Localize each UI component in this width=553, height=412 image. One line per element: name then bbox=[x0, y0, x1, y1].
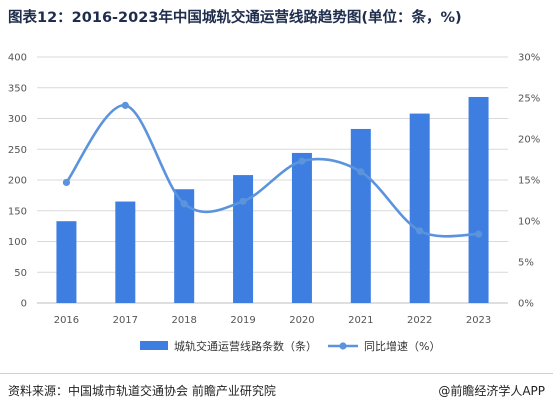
left-axis-tick-label: 350 bbox=[8, 83, 27, 94]
right-axis-tick-label: 10% bbox=[518, 217, 540, 228]
x-axis-tick-label: 2023 bbox=[466, 315, 491, 326]
bar bbox=[468, 96, 489, 303]
legend: 城轨交通运营线路条数（条） 同比增速（%） bbox=[140, 339, 440, 353]
line-point bbox=[416, 227, 424, 235]
legend-swatch-bar bbox=[140, 341, 168, 350]
line-point bbox=[121, 101, 129, 109]
line-point bbox=[474, 230, 483, 238]
left-axis-tick-label: 200 bbox=[8, 176, 27, 187]
x-axis-tick-label: 2019 bbox=[230, 315, 255, 326]
right-axis-tick-label: 15% bbox=[518, 176, 540, 187]
bar bbox=[56, 221, 77, 303]
footer-divider bbox=[0, 373, 553, 374]
legend-swatch-point bbox=[339, 342, 347, 350]
right-axis-tick-label: 30% bbox=[518, 53, 540, 64]
x-axis-tick-label: 2020 bbox=[289, 315, 314, 326]
right-axis-ticks: 0% 5% 10% 15% 20% 25% 30% bbox=[518, 53, 540, 310]
line-point bbox=[180, 200, 188, 208]
x-axis-ticks: 2016 2017 2018 2019 2020 2021 2022 2023 bbox=[54, 315, 492, 326]
left-axis-tick-label: 400 bbox=[8, 53, 27, 64]
bar bbox=[350, 128, 371, 303]
left-axis-tick-label: 0 bbox=[21, 299, 27, 310]
bar bbox=[233, 175, 254, 303]
bar-series bbox=[56, 96, 489, 303]
x-axis-tick-label: 2021 bbox=[348, 315, 373, 326]
right-axis-tick-label: 25% bbox=[518, 94, 540, 105]
line-point bbox=[298, 157, 306, 165]
left-axis-tick-label: 300 bbox=[8, 114, 27, 125]
chart-title: 图表12：2016-2023年中国城轨交通运营线路趋势图(单位：条，%) bbox=[8, 10, 462, 26]
right-axis-tick-label: 5% bbox=[518, 258, 534, 269]
credit-note: @前瞻经济学人APP bbox=[438, 384, 545, 398]
legend-label-line: 同比增速（%） bbox=[364, 339, 440, 353]
x-axis-tick-label: 2016 bbox=[54, 315, 79, 326]
left-axis-tick-label: 150 bbox=[8, 206, 27, 217]
bar bbox=[115, 201, 136, 303]
right-axis-tick-label: 0% bbox=[518, 299, 534, 310]
line-point bbox=[239, 197, 247, 205]
left-axis-tick-label: 50 bbox=[14, 268, 27, 279]
left-axis-ticks: 0 50 100 150 200 250 300 350 400 bbox=[8, 53, 27, 310]
bar bbox=[174, 189, 195, 303]
line-series bbox=[62, 101, 483, 238]
line-point bbox=[62, 178, 71, 187]
x-axis-tick-label: 2022 bbox=[407, 315, 432, 326]
bar bbox=[409, 113, 430, 303]
source-note: 资料来源：中国城市轨道交通协会 前瞻产业研究院 bbox=[8, 384, 276, 398]
left-axis-tick-label: 100 bbox=[8, 237, 27, 248]
right-axis-tick-label: 20% bbox=[518, 135, 540, 146]
left-axis-tick-label: 250 bbox=[8, 145, 27, 156]
bar bbox=[291, 152, 312, 303]
combo-chart: 0 50 100 150 200 250 300 350 400 0% 5% 10% 15% 20% 25… bbox=[8, 53, 540, 354]
legend-label-bar: 城轨交通运营线路条数（条） bbox=[174, 339, 317, 353]
line-point bbox=[357, 168, 365, 176]
x-axis-tick-label: 2017 bbox=[113, 315, 138, 326]
x-axis-tick-label: 2018 bbox=[171, 315, 196, 326]
